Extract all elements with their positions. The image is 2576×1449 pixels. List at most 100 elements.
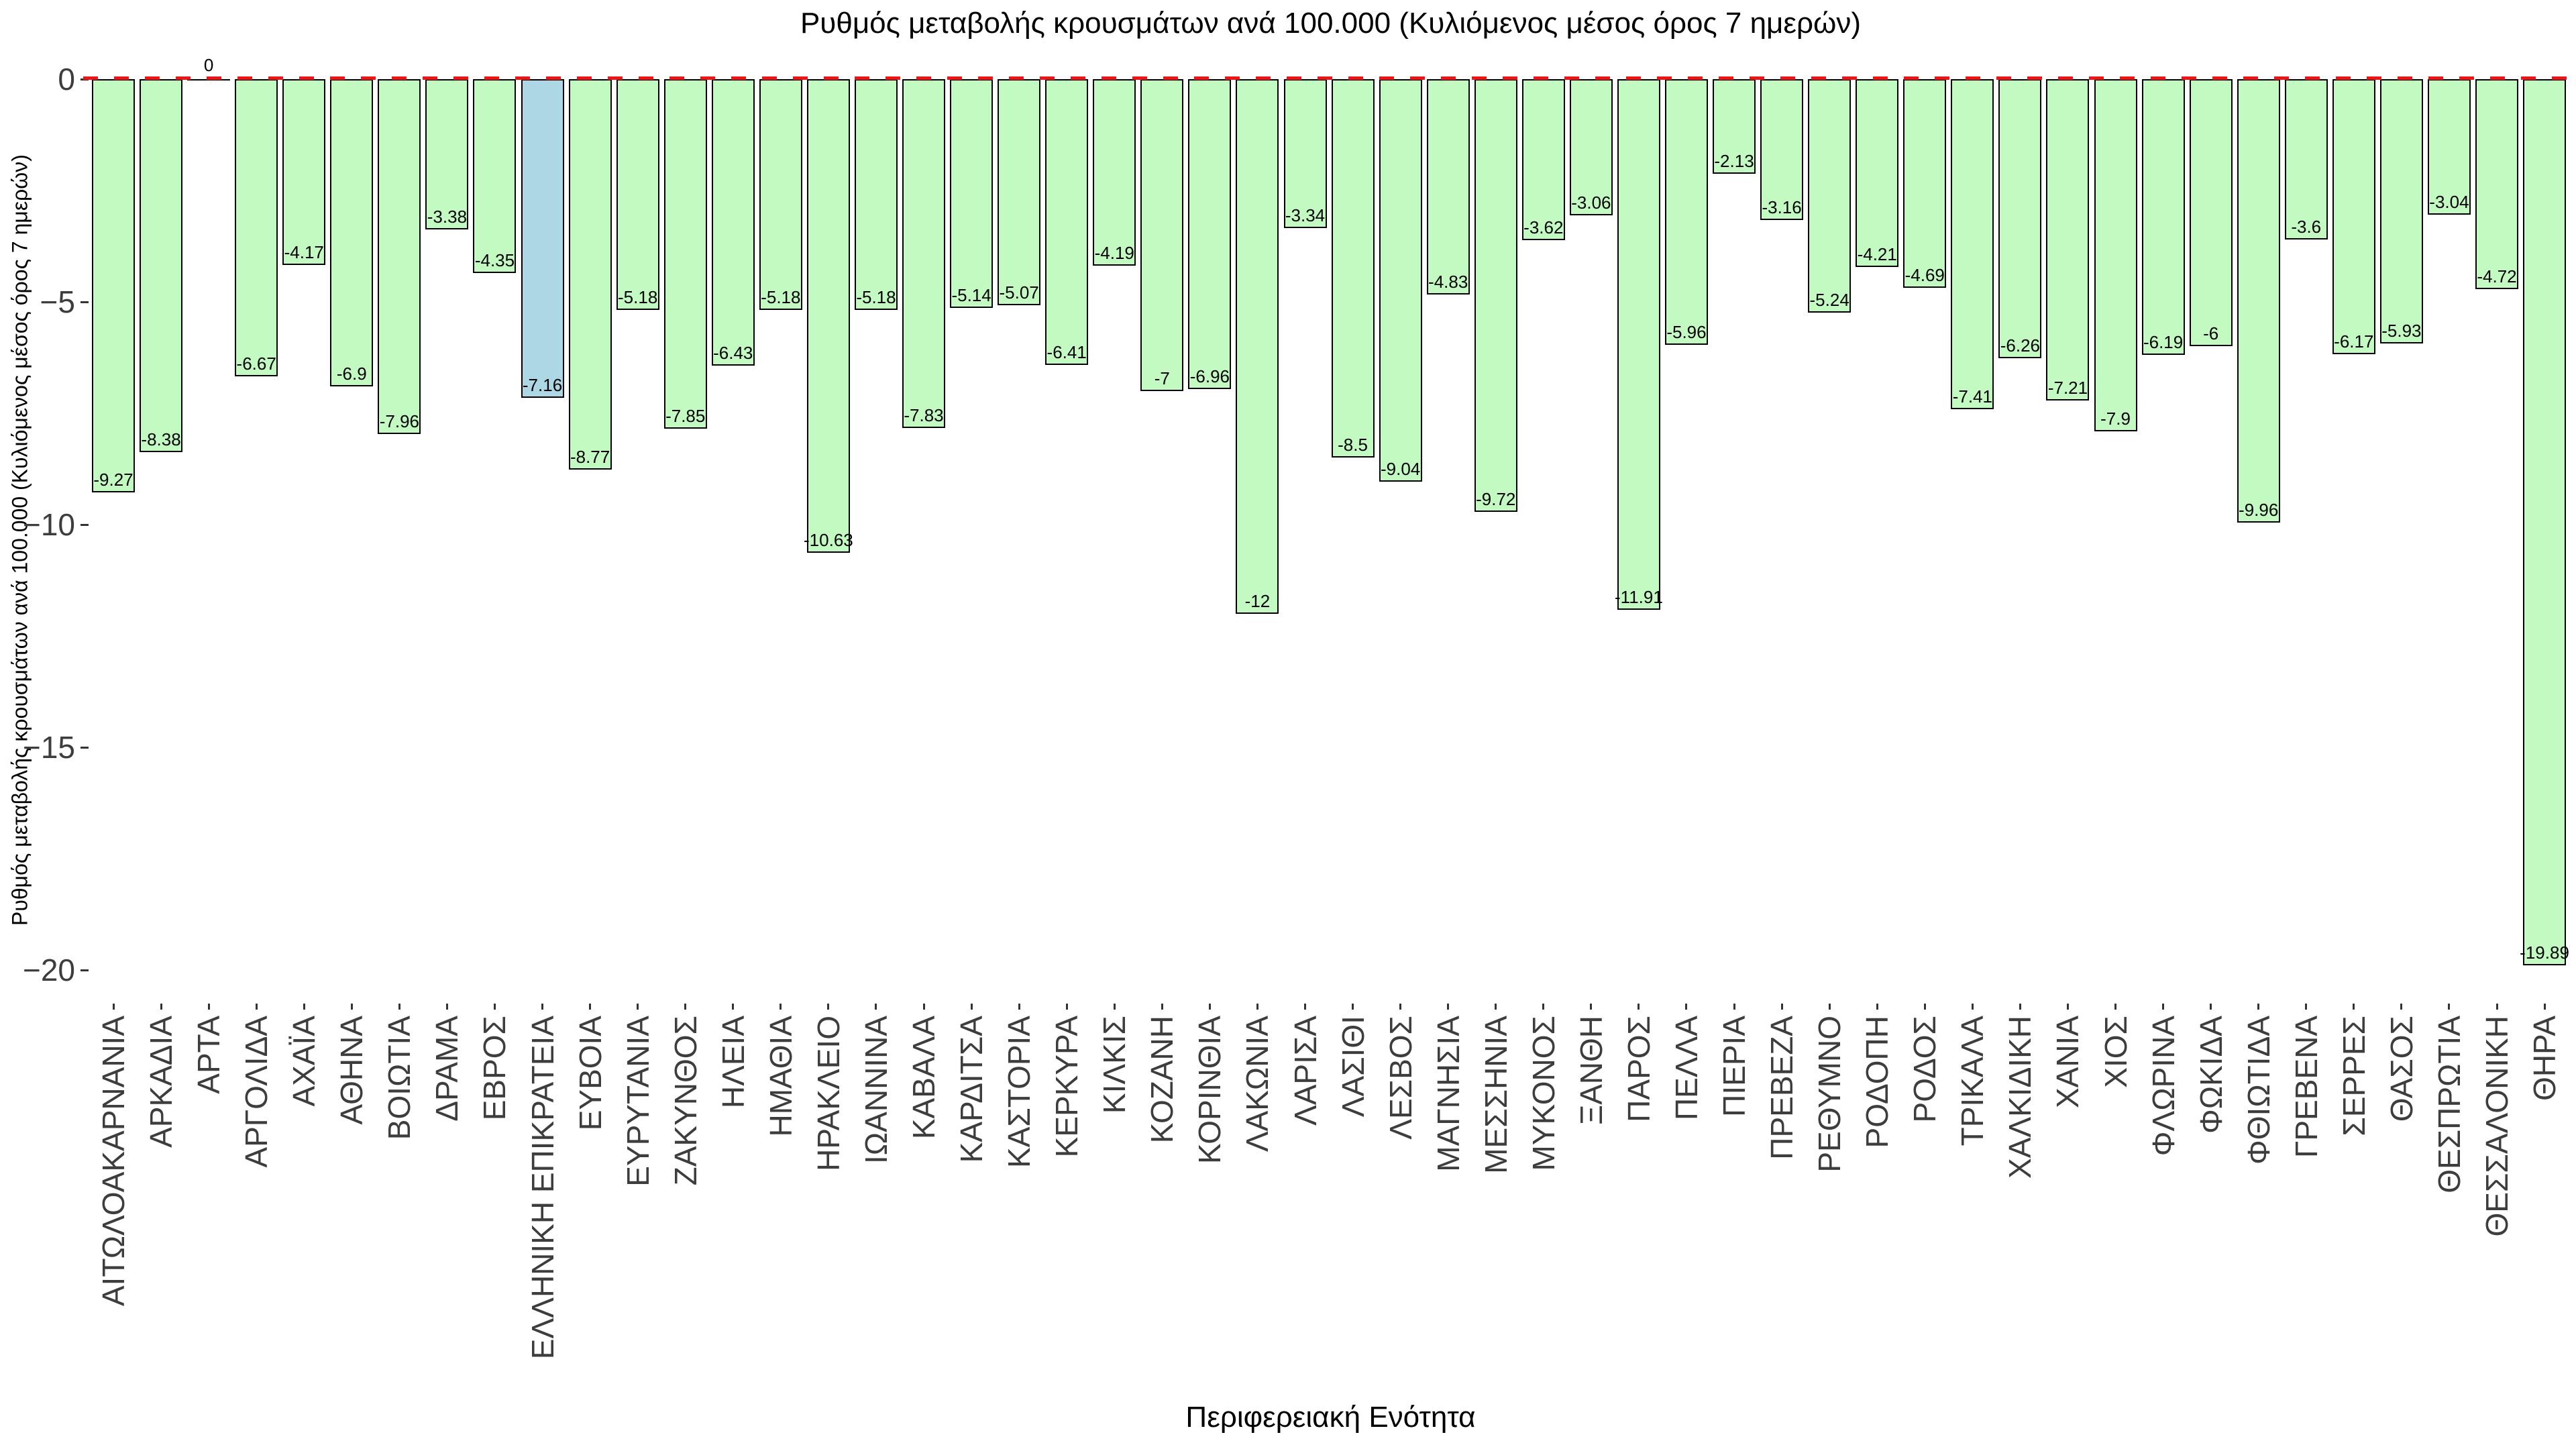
bar-value-label: -7.9 [2100,408,2131,429]
bar-value-label: -6.9 [336,364,367,384]
bar-value-label: -5.07 [999,282,1039,303]
x-tick-mark [398,1004,400,1010]
bar-value-label: -3.62 [1523,217,1564,238]
x-tick-label: ΛΑΡΙΣΑ [1287,1016,1323,1126]
x-tick-mark [2019,1004,2021,1010]
bar [330,79,374,387]
bar-value-label: -6.41 [1046,341,1087,362]
x-tick-mark [1590,1004,1593,1010]
bar [378,79,421,434]
x-tick-mark [1113,1004,1116,1010]
x-tick-label: ΜΑΓΝΗΣΙΑ [1430,1016,1466,1172]
x-tick-label: ΑΙΤΩΛΟΑΚΑΡΝΑΝΙΑ [96,1016,131,1307]
x-tick-label: ΛΕΣΒΟΣ [1383,1016,1418,1140]
x-tick-label: ΚΑΒΑΛΑ [906,1016,942,1140]
zero-baseline [83,76,2569,80]
bar-value-label: -9.04 [1380,459,1421,480]
bar [425,79,469,230]
bar-value-label: -3.06 [1571,193,1611,213]
bar [1379,79,1422,482]
bar-value-label: -3.16 [1762,197,1802,217]
x-tick-label: ΑΡΓΟΛΙΔΑ [239,1016,274,1168]
x-tick-label: ΓΡΕΒΕΝΑ [2288,1016,2324,1158]
x-tick-mark [2400,1004,2403,1010]
bar [235,79,278,376]
x-tick-mark [1447,1004,1450,1010]
x-tick-label: ΤΡΙΚΑΛΑ [1955,1016,1990,1146]
bar [2237,79,2280,523]
x-tick-mark [493,1004,496,1010]
bar [1713,79,1756,174]
bar-value-label: -6.67 [236,353,276,374]
bar [140,79,183,453]
bar [1140,79,1184,391]
bar-value-label: -7.96 [379,411,419,431]
x-tick-label: ΦΩΚΙΔΑ [2193,1016,2229,1134]
bar-value-label: -3.04 [2429,191,2469,212]
bar [1664,79,1708,345]
bar [473,79,517,273]
x-tick-label: ΚΑΣΤΟΡΙΑ [1002,1016,1037,1168]
x-tick-label: ΕΒΡΟΣ [477,1016,513,1121]
x-tick-mark [1542,1004,1545,1010]
x-tick-label: ΣΕΡΡΕΣ [2336,1016,2371,1136]
x-tick-mark [1065,1004,1068,1010]
bar [1474,79,1517,513]
x-tick-label: ΦΛΩΡΙΝΑ [2145,1016,2181,1157]
bar [1760,79,1804,220]
bar-value-label: -7 [1154,368,1170,388]
bar-value-label: -4.35 [474,250,515,270]
x-tick-label: ΕΥΒΟΙΑ [572,1016,608,1131]
x-tick-label: ΚΑΡΔΙΤΣΑ [954,1016,989,1163]
x-tick-mark [541,1004,544,1010]
y-tick-mark [80,301,89,303]
bar [1856,79,1899,267]
bar [2094,79,2137,431]
x-tick-label: ΦΘΙΩΤΙΔΑ [2241,1016,2276,1165]
y-tick-label: −5 [40,284,75,319]
x-tick-label: ΧΙΟΣ [2098,1016,2133,1088]
x-tick-mark [1208,1004,1211,1010]
x-tick-label: ΚΟΖΑΝΗ [1144,1016,1180,1144]
bar [2046,79,2090,400]
bar-value-label: -4.83 [1428,271,1468,292]
x-tick-mark [1733,1004,1735,1010]
y-tick-label: −15 [22,730,75,765]
x-tick-mark [255,1004,258,1010]
x-tick-label: ΗΡΑΚΛΕΙΟ [810,1016,846,1171]
x-tick-label: ΘΕΣΣΑΛΟΝΙΚΗ [2479,1016,2514,1237]
bar [2189,79,2233,347]
bar-value-label: -7.83 [904,405,944,425]
x-tick-mark [160,1004,162,1010]
x-tick-mark [1828,1004,1831,1010]
bar-value-label: -8.5 [1338,435,1368,455]
bar-value-label: -5.18 [618,286,658,307]
bar-value-label: -3.38 [427,207,468,227]
bar-value-label: -11.91 [1615,586,1663,607]
x-tick-label: ΗΛΕΙΑ [715,1016,751,1109]
x-tick-label: ΠΡΕΒΕΖΑ [1764,1016,1800,1160]
bar-value-label: -8.38 [141,429,181,450]
x-tick-mark [2210,1004,2212,1010]
x-tick-mark [2114,1004,2117,1010]
bar-value-label: 0 [203,55,214,75]
bar [1426,79,1470,294]
bar-value-label: -4.17 [284,241,324,262]
x-tick-label: ΑΧΑΪΑ [286,1016,322,1107]
bar-value-label: -5.93 [2381,320,2422,341]
bar [2332,79,2375,354]
bar-value-label: -4.19 [1094,243,1134,264]
x-tick-mark [1923,1004,1926,1010]
x-tick-mark [1256,1004,1258,1010]
bar-value-label: -6.43 [713,342,753,363]
x-tick-mark [589,1004,592,1010]
x-tick-mark [1018,1004,1020,1010]
x-tick-label: ΕΛΛΗΝΙΚΗ ΕΠΙΚΡΑΤΕΙΑ [525,1016,560,1360]
x-tick-label: ΜΥΚΟΝΟΣ [1525,1016,1561,1171]
x-tick-mark [112,1004,115,1010]
bar [1093,79,1136,266]
x-tick-mark [827,1004,830,1010]
bar-value-label: -6.96 [1189,366,1230,387]
x-tick-mark [637,1004,639,1010]
